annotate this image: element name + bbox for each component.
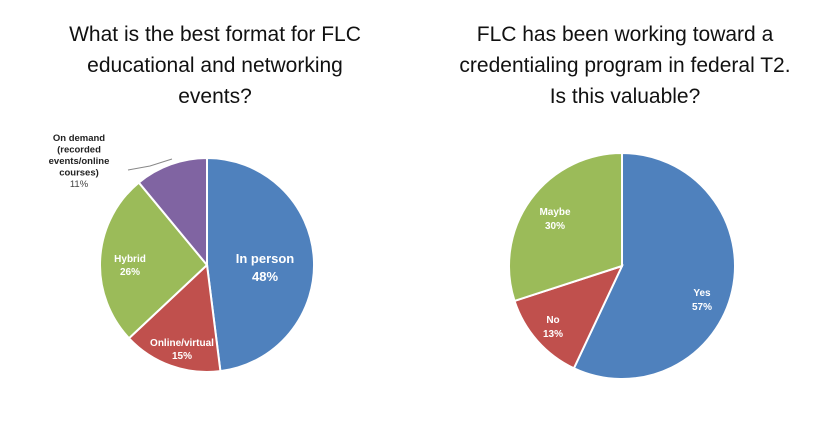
- chart-title-format: What is the best format for FLC educatio…: [40, 19, 390, 112]
- slice-label: Online/virtual 15%: [150, 338, 214, 362]
- slice-label: Hybrid 26%: [114, 254, 146, 278]
- chart-title-credentialing: FLC has been working toward a credential…: [440, 19, 810, 112]
- slice-label: On demand (recorded events/online courses) 1…: [49, 133, 110, 190]
- slice-label: Maybe 30%: [539, 207, 571, 232]
- pie-slice-hybrid: [99, 181, 209, 340]
- leader-line: [127, 158, 173, 171]
- title-line: educational and networking: [87, 54, 343, 77]
- pie-slice-in: [206, 156, 316, 373]
- slice-label: In person 48%: [236, 251, 295, 284]
- pie-slice-no: [513, 264, 624, 370]
- pie-slice-onlinevirtual: [127, 262, 222, 373]
- pie-slice-on: [137, 156, 208, 268]
- title-line: credentialing program in federal T2.: [459, 54, 791, 77]
- pie-slice-maybe: [508, 151, 623, 303]
- pie-slice-yes: [572, 151, 736, 380]
- title-line: What is the best format for FLC: [69, 23, 361, 46]
- title-line: Is this valuable?: [549, 85, 701, 108]
- slice-label: No 13%: [543, 315, 563, 340]
- slice-label: Yes 57%: [692, 288, 712, 313]
- title-line: FLC has been working toward a: [476, 23, 774, 46]
- title-line: events?: [178, 85, 252, 108]
- pie-credentialing: Yes 57% No 13% Maybe 30%: [508, 151, 736, 380]
- pie-format: In person 48% Online/virtual 15% Hybrid 26% On…: [49, 133, 316, 373]
